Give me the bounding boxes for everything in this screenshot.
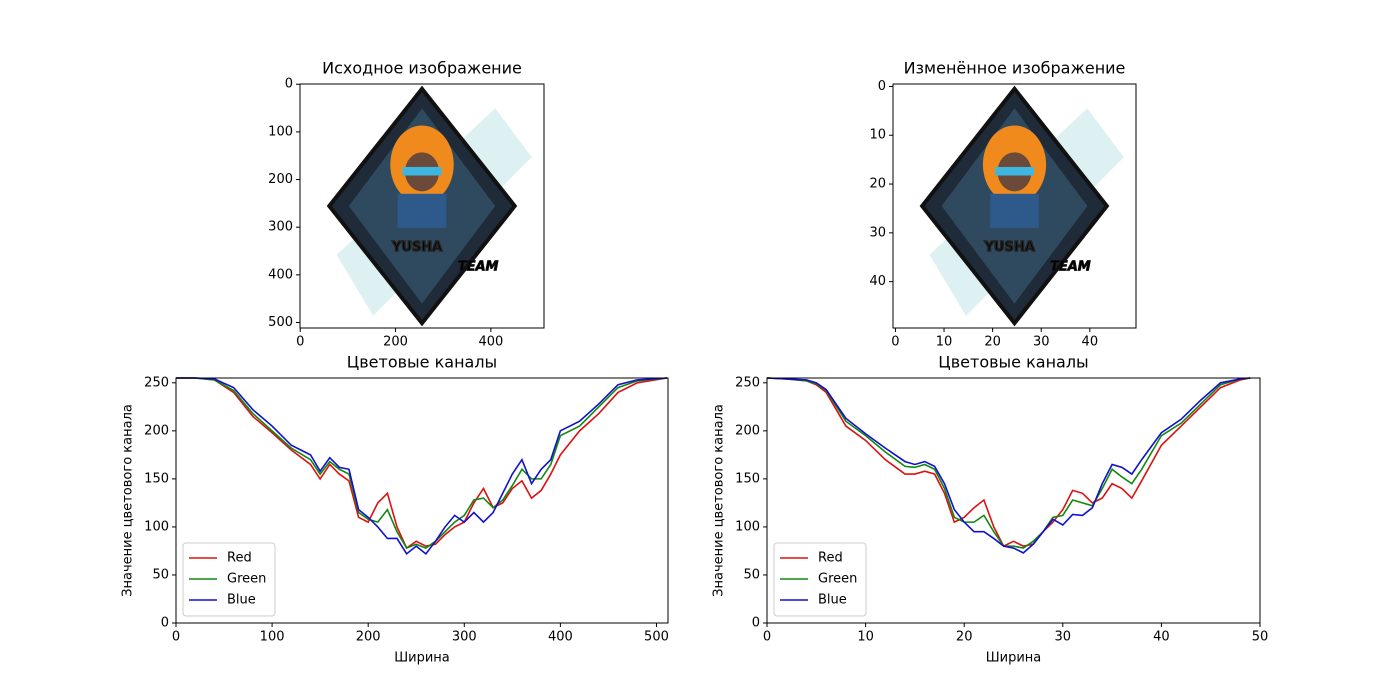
x-tick-label: 0 [296,335,304,350]
legend-label: Blue [227,593,256,608]
y-tick-label: 150 [144,471,169,486]
y-tick-label: 0 [752,616,760,631]
y-tick-label: 50 [743,567,760,582]
axes-frame [766,377,1261,624]
legend-label: Green [227,572,266,587]
y-tick-label: 500 [268,315,293,330]
line [176,377,668,550]
y-tick-label: 100 [144,519,169,534]
x-tick-label: 50 [1252,630,1269,645]
x-tick-label: 400 [478,335,503,350]
y-tick-label: 200 [268,172,293,187]
axes-title: Изменённое изображение [904,59,1126,78]
x-tick-label: 100 [260,630,285,645]
y-tick-label: 250 [735,375,760,390]
y-axis-label: Значение цветового канала [712,404,727,597]
x-tick-label: 0 [763,630,771,645]
line [766,377,1251,548]
axes-title: Цветовые каналы [347,353,497,372]
x-tick-label: 20 [984,335,1001,350]
axes-frame [299,83,545,329]
image-text: YUSHA [391,240,442,255]
x-tick-label: 40 [1082,335,1099,350]
x-tick-label: 30 [1033,335,1050,350]
y-tick-label: 0 [161,616,169,631]
x-tick-label: 200 [383,335,408,350]
axes-title: Исходное изображение [322,59,522,78]
legend-label: Blue [818,593,847,608]
y-tick-label: 200 [144,423,169,438]
x-tick-label: 40 [1153,630,1170,645]
image-goggles [995,166,1034,176]
y-tick-label: 10 [869,128,886,143]
image-body [990,193,1039,228]
y-tick-label: 200 [735,423,760,438]
legend-label: Red [818,551,843,566]
legend-label: Red [227,551,252,566]
y-tick-label: 100 [268,124,293,139]
legend-label: Green [818,572,857,587]
image-text: YUSHA [983,240,1034,255]
x-tick-label: 10 [857,630,874,645]
line [176,377,668,550]
y-tick-label: 400 [268,267,293,282]
line [766,377,1251,554]
y-tick-label: 0 [878,79,886,94]
image: YUSHA TEAM [300,84,544,328]
x-tick-label: 20 [956,630,973,645]
image-goggles [402,166,442,176]
y-axis-label: Значение цветового канала [121,404,136,597]
line [766,377,1251,549]
y-tick-label: 40 [869,274,886,289]
x-axis-label: Ширина [986,651,1042,666]
x-tick-label: 0 [172,630,180,645]
x-axis-label: Ширина [394,651,450,666]
axes-frame [175,377,669,624]
legend-box [773,542,867,617]
image-text: TEAM [458,260,499,275]
y-tick-label: 100 [735,519,760,534]
line [176,377,668,556]
x-tick-label: 300 [452,630,477,645]
y-tick-label: 30 [869,225,886,240]
axes-title: Цветовые каналы [938,353,1088,372]
x-tick-label: 30 [1055,630,1072,645]
image: YUSHA TEAM [893,84,1136,328]
x-tick-label: 200 [356,630,381,645]
legend-box [182,542,276,617]
y-tick-label: 0 [285,77,293,92]
y-tick-label: 250 [144,375,169,390]
axes-frame [892,83,1137,329]
x-tick-label: 400 [548,630,573,645]
y-tick-label: 300 [268,220,293,235]
y-tick-label: 150 [735,471,760,486]
y-tick-label: 20 [869,177,886,192]
x-tick-label: 10 [936,335,953,350]
image-text: TEAM [1050,260,1091,275]
y-tick-label: 50 [152,567,169,582]
x-tick-label: 500 [644,630,669,645]
x-tick-label: 0 [891,335,899,350]
image-body [397,193,447,228]
